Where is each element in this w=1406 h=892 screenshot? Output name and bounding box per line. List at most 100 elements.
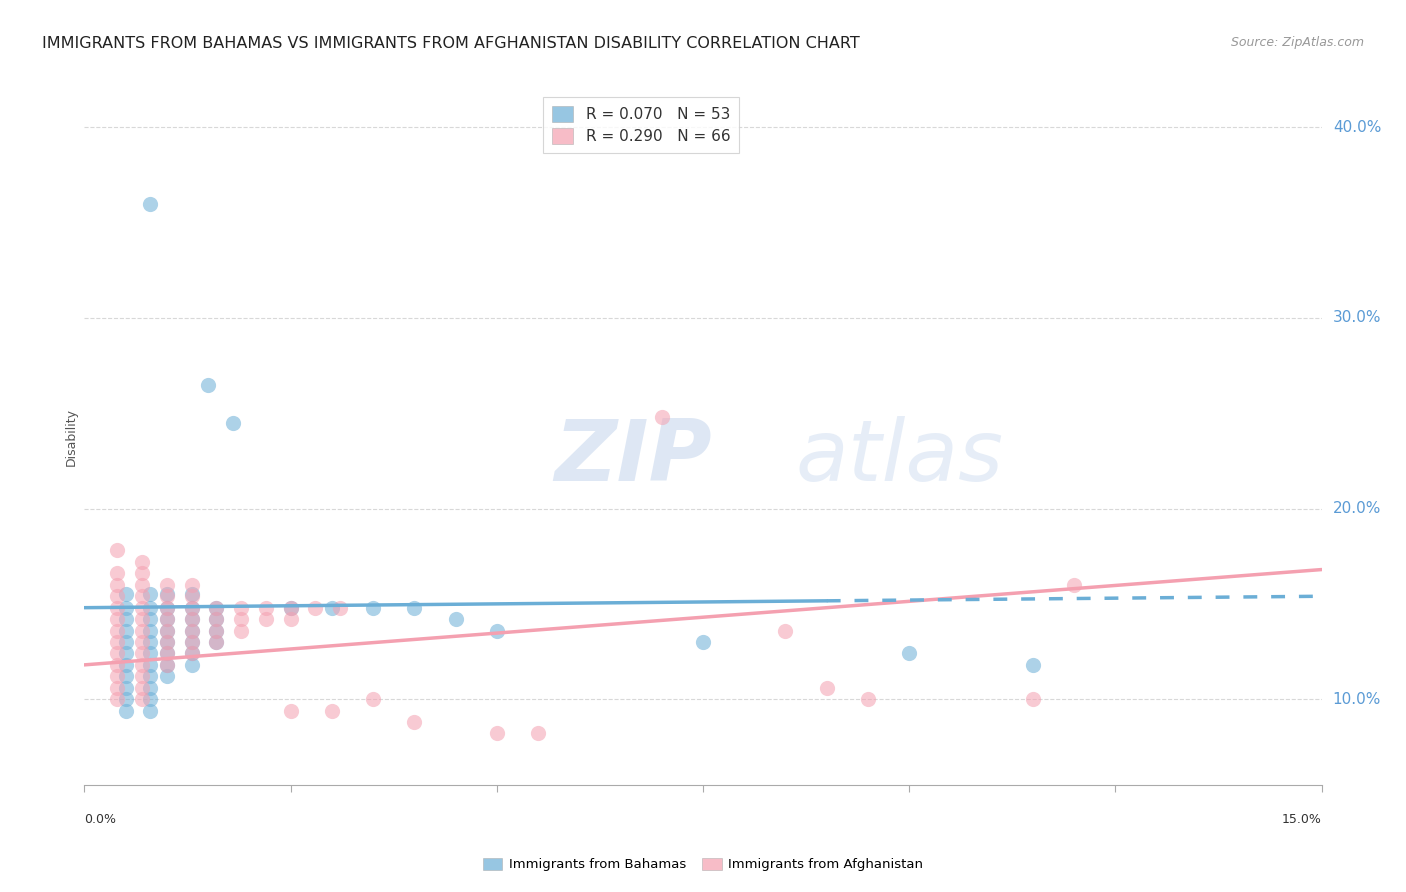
Point — [205, 600, 228, 615]
Point — [205, 612, 228, 626]
Point — [114, 657, 136, 672]
Point — [131, 555, 153, 569]
Text: Source: ZipAtlas.com: Source: ZipAtlas.com — [1230, 36, 1364, 49]
Point — [131, 657, 153, 672]
Point — [444, 612, 467, 626]
Point — [139, 647, 162, 661]
Point — [105, 657, 128, 672]
Point — [139, 704, 162, 718]
Point — [815, 681, 838, 695]
Text: 20.0%: 20.0% — [1333, 501, 1381, 516]
Point — [156, 578, 179, 592]
Point — [180, 600, 202, 615]
Point — [139, 681, 162, 695]
Point — [180, 635, 202, 649]
Point — [280, 612, 302, 626]
Point — [105, 681, 128, 695]
Point — [404, 714, 426, 729]
Point — [254, 612, 277, 626]
Point — [105, 566, 128, 581]
Point — [205, 624, 228, 638]
Point — [692, 635, 714, 649]
Point — [139, 587, 162, 601]
Point — [114, 587, 136, 601]
Point — [229, 624, 252, 638]
Point — [131, 635, 153, 649]
Point — [180, 635, 202, 649]
Point — [156, 669, 179, 683]
Point — [156, 635, 179, 649]
Point — [156, 589, 179, 603]
Point — [105, 669, 128, 683]
Point — [180, 612, 202, 626]
Point — [180, 589, 202, 603]
Y-axis label: Disability: Disability — [65, 408, 77, 467]
Point — [105, 624, 128, 638]
Point — [139, 196, 162, 211]
Point — [361, 600, 384, 615]
Legend: R = 0.070   N = 53, R = 0.290   N = 66: R = 0.070 N = 53, R = 0.290 N = 66 — [543, 97, 740, 153]
Point — [485, 726, 508, 740]
Point — [527, 726, 550, 740]
Text: 40.0%: 40.0% — [1333, 120, 1381, 135]
Point — [105, 600, 128, 615]
Point — [139, 692, 162, 706]
Point — [114, 681, 136, 695]
Point — [131, 612, 153, 626]
Point — [205, 612, 228, 626]
Legend: Immigrants from Bahamas, Immigrants from Afghanistan: Immigrants from Bahamas, Immigrants from… — [477, 853, 929, 877]
Point — [131, 669, 153, 683]
Point — [114, 669, 136, 683]
Point — [229, 600, 252, 615]
Point — [205, 624, 228, 638]
Point — [139, 612, 162, 626]
Point — [361, 692, 384, 706]
Point — [321, 704, 343, 718]
Point — [105, 612, 128, 626]
Point — [205, 635, 228, 649]
Point — [156, 624, 179, 638]
Point — [156, 600, 179, 615]
Point — [114, 600, 136, 615]
Point — [156, 635, 179, 649]
Point — [131, 624, 153, 638]
Text: 30.0%: 30.0% — [1333, 310, 1381, 326]
Point — [114, 624, 136, 638]
Point — [180, 657, 202, 672]
Point — [105, 692, 128, 706]
Point — [485, 624, 508, 638]
Point — [156, 612, 179, 626]
Point — [197, 377, 219, 392]
Point — [329, 600, 352, 615]
Point — [321, 600, 343, 615]
Point — [156, 657, 179, 672]
Point — [180, 647, 202, 661]
Point — [114, 635, 136, 649]
Text: 10.0%: 10.0% — [1333, 691, 1381, 706]
Point — [1022, 657, 1045, 672]
Text: atlas: atlas — [796, 417, 1004, 500]
Point — [114, 704, 136, 718]
Point — [105, 578, 128, 592]
Point — [156, 647, 179, 661]
Point — [254, 600, 277, 615]
Point — [1022, 692, 1045, 706]
Point — [139, 669, 162, 683]
Point — [404, 600, 426, 615]
Point — [105, 543, 128, 558]
Point — [131, 681, 153, 695]
Point — [131, 692, 153, 706]
Point — [280, 704, 302, 718]
Point — [105, 635, 128, 649]
Point — [131, 600, 153, 615]
Point — [131, 566, 153, 581]
Point — [156, 600, 179, 615]
Point — [156, 612, 179, 626]
Point — [139, 657, 162, 672]
Point — [304, 600, 326, 615]
Point — [180, 624, 202, 638]
Point — [105, 589, 128, 603]
Point — [131, 589, 153, 603]
Point — [156, 647, 179, 661]
Point — [280, 600, 302, 615]
